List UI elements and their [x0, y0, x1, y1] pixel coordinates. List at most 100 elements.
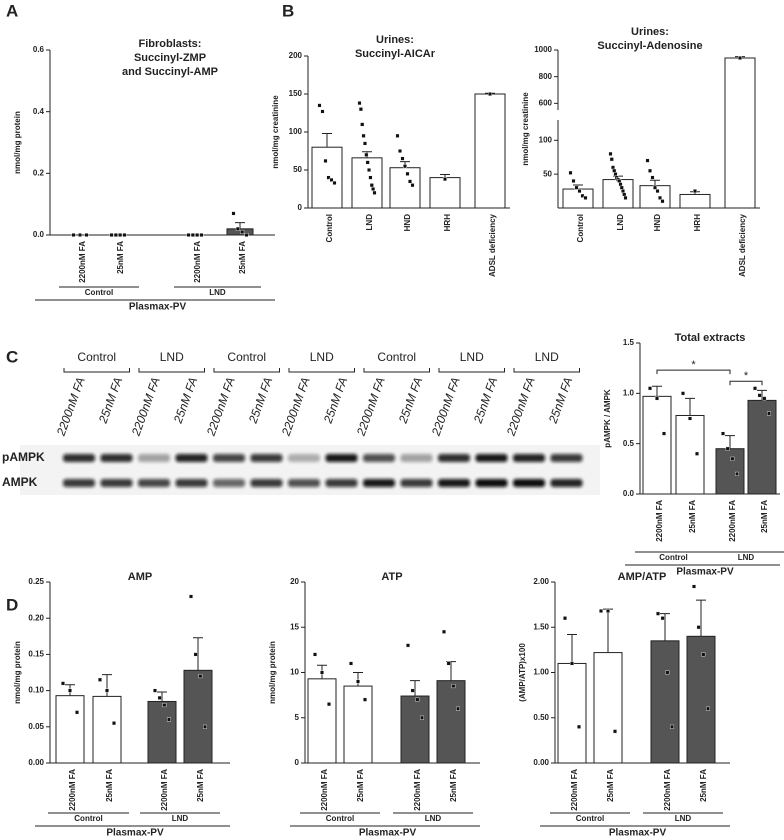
data-point [193, 652, 198, 657]
panel-letter: B [282, 1, 294, 20]
x-tick-label: 25nM FA [238, 241, 247, 274]
x-tick-label: 2200nM FA [655, 500, 664, 542]
error-bar [410, 680, 420, 697]
panel-letter: A [6, 1, 18, 20]
data-point [188, 594, 193, 599]
data-point [757, 393, 762, 398]
bar [226, 228, 254, 236]
y-tick-label: 50 [543, 169, 552, 178]
bar [650, 640, 680, 764]
blot-band [550, 454, 583, 462]
chart-title: Total extracts [675, 332, 746, 344]
y-axis-label: nmol/mg protein [13, 641, 22, 704]
data-point [369, 183, 374, 188]
bar [715, 448, 745, 495]
data-point [611, 165, 616, 170]
y-axis-label: nmol/mg creatinine [271, 95, 280, 169]
data-point [488, 91, 493, 96]
panel-letter: D [6, 595, 18, 614]
data-point [670, 724, 675, 729]
bar [343, 685, 373, 764]
x-tick-label: HND [653, 214, 662, 232]
error-bar [353, 672, 363, 687]
blot-band [138, 454, 170, 462]
blot-band [175, 479, 208, 487]
x-tick-label: HRH [443, 214, 452, 232]
data-point [362, 141, 367, 146]
data-point [113, 232, 118, 237]
y-tick-label: 0.5 [623, 439, 635, 448]
data-point [648, 168, 653, 173]
blot-band [63, 479, 95, 487]
chart-title: Fibroblasts: [139, 38, 202, 50]
group-label: LND [675, 814, 692, 823]
x-tick-label: Control [576, 214, 585, 242]
blot-group-label: Control [227, 350, 266, 364]
panel-letter: C [6, 347, 18, 366]
y-tick-label: 50 [293, 165, 302, 174]
data-point [665, 670, 670, 675]
data-point [372, 190, 377, 195]
blot-band [100, 479, 133, 487]
data-point [725, 446, 730, 451]
data-point [656, 611, 661, 616]
data-point [111, 721, 116, 726]
y-tick-label: 0.15 [28, 650, 44, 659]
data-point [415, 697, 420, 702]
chart-title: Succinyl-Adenosine [597, 40, 702, 52]
data-point [61, 681, 66, 686]
blot-lane-label: 2200nM FA [53, 375, 87, 438]
chart-title: Succinyl-AICAr [355, 48, 436, 60]
blot-band [513, 479, 545, 487]
bar [436, 680, 466, 764]
data-point [695, 451, 700, 456]
bar [679, 193, 711, 209]
y-axis-label: nmol/mg creatinine [521, 92, 530, 166]
x-tick-label: LND [616, 214, 625, 231]
error-bar [102, 674, 112, 697]
data-point [323, 158, 328, 163]
significance-bracket [729, 380, 763, 386]
bar [351, 157, 383, 209]
blot-lane-label: 2200nM FA [203, 375, 237, 438]
blot-lane-label: 25nM FA [545, 375, 575, 426]
data-point [118, 232, 123, 237]
data-point [456, 706, 461, 711]
data-point [606, 608, 611, 613]
y-tick-label: 0.25 [28, 577, 44, 586]
data-point [199, 232, 204, 237]
bar [747, 399, 777, 495]
data-point [442, 629, 447, 634]
blot-band [213, 479, 245, 487]
data-point [650, 175, 655, 180]
data-point [420, 715, 425, 720]
blot-band [250, 479, 283, 487]
y-tick-label: 600 [539, 98, 553, 107]
data-point [613, 172, 618, 177]
data-point [122, 232, 127, 237]
bar [400, 695, 430, 764]
blot-band [363, 454, 395, 462]
data-point [371, 186, 376, 191]
data-point [329, 177, 334, 182]
blot-band [400, 454, 433, 462]
data-point [202, 724, 207, 729]
data-point [613, 729, 618, 734]
bar [642, 395, 672, 495]
blot-band [288, 454, 320, 462]
error-bar [757, 389, 767, 401]
data-point [398, 148, 403, 153]
x-tick-label: 2200nM FA [160, 769, 169, 811]
data-point [361, 133, 366, 138]
blot-group-label: Control [377, 350, 416, 364]
y-tick-label: 5 [295, 713, 300, 722]
y-tick-label: 10 [290, 668, 299, 677]
blot-lane-label: 25nM FA [245, 375, 275, 426]
y-tick-label: 0.6 [33, 45, 45, 54]
y-tick-label: 1.00 [533, 668, 549, 677]
data-point [326, 175, 331, 180]
blot-group-label: LND [310, 350, 334, 364]
data-point [622, 192, 627, 197]
blot-band [438, 479, 470, 487]
x-tick-label: 25nM FA [760, 500, 769, 533]
